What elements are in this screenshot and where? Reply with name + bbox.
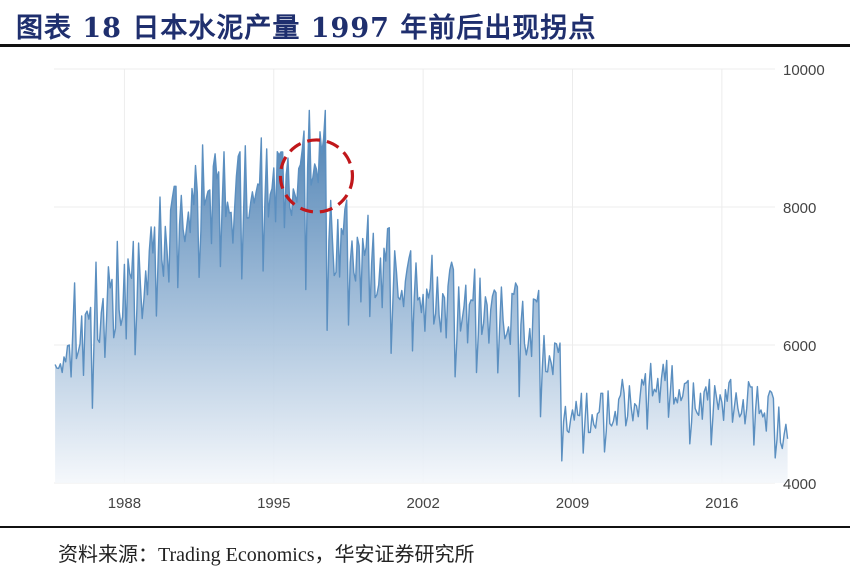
x-tick-label: 2002 <box>406 495 439 512</box>
bottom-rule-divider <box>0 526 850 528</box>
figure-title: 图表 18 日本水泥产量 1997 年前后出现拐点 <box>16 13 597 44</box>
data-line <box>54 109 789 462</box>
figure-title-bar: 图表 18 日本水泥产量 1997 年前后出现拐点 <box>0 0 850 46</box>
y-tick-label: 4000 <box>783 476 816 493</box>
chart-svg: 4000 6000 8000 10000 1988 1995 2002 2009 2016 <box>54 62 825 512</box>
y-tick-label: 10000 <box>783 62 825 79</box>
x-tick-label: 1995 <box>257 495 290 512</box>
top-rule-divider <box>0 44 850 47</box>
y-tick-label: 8000 <box>783 200 816 217</box>
x-tick-label: 2009 <box>556 495 589 512</box>
area-fill <box>55 110 788 484</box>
cement-production-chart: 4000 6000 8000 10000 1988 1995 2002 2009 2016 <box>0 48 850 526</box>
x-tick-label: 1988 <box>108 495 141 512</box>
x-tick-label: 2016 <box>705 495 738 512</box>
inflection-annotation-circle <box>278 138 355 214</box>
y-axis-labels: 4000 6000 8000 10000 <box>783 62 825 493</box>
x-axis-labels: 1988 1995 2002 2009 2016 <box>108 495 739 512</box>
source-note: 资料来源：Trading Economics，华安证券研究所 <box>58 544 475 566</box>
y-tick-label: 6000 <box>783 338 816 355</box>
